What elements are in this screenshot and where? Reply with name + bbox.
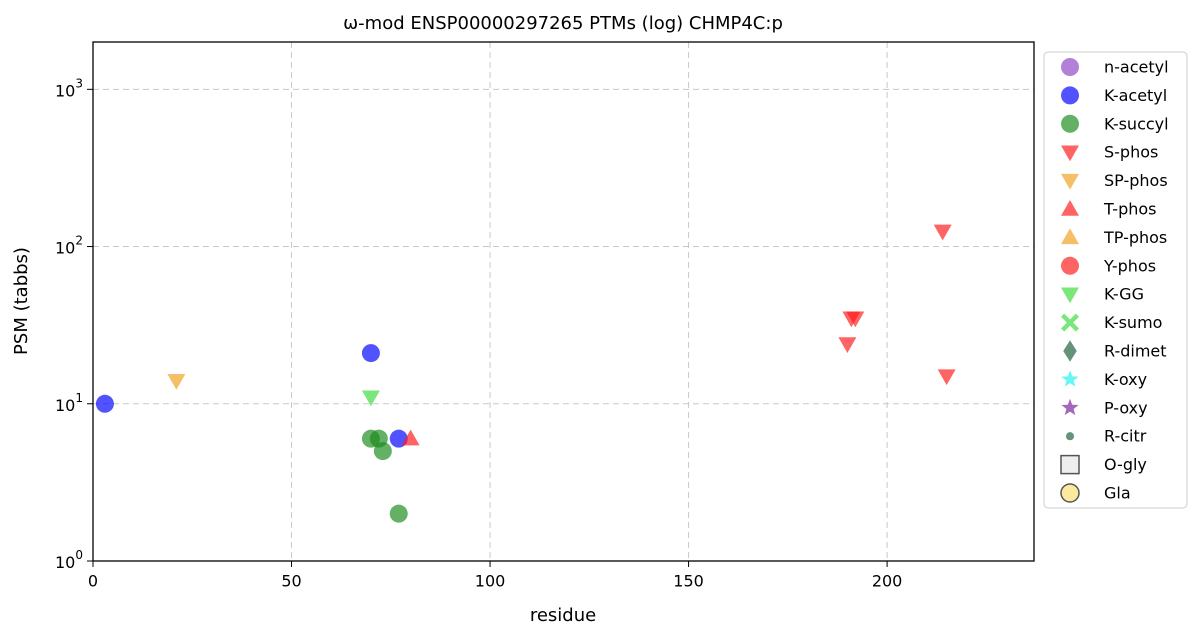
legend-label: T-phos	[1103, 200, 1157, 219]
y-tick-exponent: 2	[75, 233, 83, 247]
x-tick-label: 100	[475, 572, 506, 591]
legend-label: K-succyl	[1104, 114, 1169, 133]
legend-marker	[1061, 58, 1079, 76]
legend-label: K-oxy	[1104, 370, 1147, 389]
legend-marker	[1060, 454, 1080, 475]
y-tick-base: 10	[55, 238, 75, 257]
marker	[846, 311, 865, 328]
legend-label: SP-phos	[1104, 171, 1168, 190]
legend-marker	[1061, 86, 1079, 105]
y-tick-label: 102	[55, 233, 83, 257]
legend-marker	[1060, 483, 1080, 503]
x-tick-label: 150	[673, 572, 704, 591]
legend-marker	[1063, 340, 1077, 362]
legend-marker	[1061, 370, 1079, 387]
y-tick-base: 10	[55, 395, 75, 414]
marker	[167, 374, 186, 390]
y-axis-label: PSM (tabbs)	[11, 247, 32, 355]
legend-marker	[1061, 256, 1079, 275]
legend-box	[1043, 51, 1188, 509]
legend-marker	[1061, 287, 1079, 304]
marker	[838, 337, 857, 353]
legend-label: K-sumo	[1104, 313, 1162, 332]
legend: n-acetyl K-acetyl K-succyl S-phos SP-phos T-p…	[1060, 58, 1169, 503]
y-tick-label: 100	[55, 548, 83, 572]
legend-label: P-oxy	[1104, 398, 1148, 417]
legend-label: R-citr	[1104, 427, 1147, 446]
legend-label: Y-phos	[1103, 256, 1156, 275]
y-tick-exponent: 0	[75, 548, 83, 562]
legend-label: O-gly	[1104, 455, 1147, 474]
data-points	[95, 224, 956, 523]
legend-label: Gla	[1104, 484, 1131, 503]
legend-marker	[1061, 200, 1079, 216]
marker	[389, 504, 408, 523]
y-tick-label: 103	[55, 76, 83, 100]
legend-marker	[1061, 228, 1079, 245]
legend-marker	[1065, 432, 1075, 441]
legend-marker	[1061, 114, 1079, 133]
legend-marker	[1061, 398, 1079, 416]
chart-title: ω-mod ENSP00000297265 PTMs (log) CHMP4C:…	[343, 13, 783, 34]
grid	[92, 42, 1034, 562]
y-tick-label: 101	[55, 390, 83, 414]
x-tick-label: 50	[281, 572, 301, 591]
legend-label: K-acetyl	[1104, 86, 1167, 105]
y-tick-base: 10	[55, 81, 75, 100]
marker	[361, 390, 380, 407]
plot-frame	[92, 41, 1035, 562]
legend-label: K-GG	[1104, 285, 1144, 304]
marker	[361, 344, 380, 363]
legend-label: TP-phos	[1103, 228, 1167, 247]
marker	[373, 442, 392, 461]
y-tick-exponent: 3	[75, 76, 83, 90]
x-axis-label: residue	[530, 605, 596, 626]
legend-label: R-dimet	[1104, 342, 1167, 361]
marker	[937, 369, 956, 386]
legend-marker	[1061, 173, 1079, 190]
legend-marker	[1061, 313, 1079, 332]
legend-label: n-acetyl	[1104, 58, 1169, 77]
marker	[401, 429, 420, 446]
y-tick-base: 10	[55, 553, 75, 572]
marker	[95, 394, 114, 413]
x-tick-label: 200	[872, 572, 903, 591]
legend-label: S-phos	[1104, 143, 1158, 162]
legend-marker	[1061, 145, 1079, 162]
y-tick-exponent: 1	[75, 390, 83, 404]
x-tick-label: 0	[88, 572, 98, 591]
marker	[933, 224, 952, 241]
